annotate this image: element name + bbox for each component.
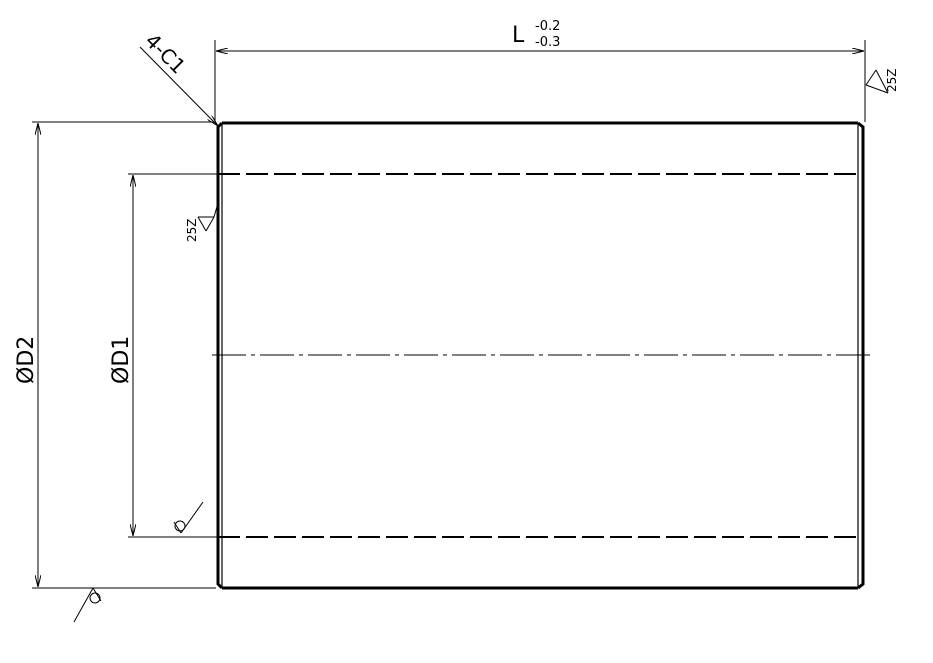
- roughness-value-outer: 25Z: [885, 69, 899, 93]
- removal-prohibited-symbol-outer: [73, 587, 102, 623]
- inner-diameter-label: ØD1: [109, 336, 134, 384]
- roughness-value-inner: 25Z: [185, 219, 199, 243]
- chamfer-note: 4-C1: [140, 29, 190, 79]
- roughness-symbol-end-face: [865, 69, 889, 94]
- length-label: L: [512, 23, 525, 48]
- length-tolerance-lower: -0.3: [535, 35, 560, 50]
- length-dimension: [214, 40, 866, 122]
- outer-diameter-label: ØD2: [14, 336, 39, 384]
- chamfer-leader: [139, 46, 218, 126]
- inner-diameter-dimension: [128, 173, 217, 538]
- length-tolerance-upper: -0.2: [535, 19, 560, 34]
- outer-diameter-dimension: [32, 121, 216, 589]
- hidden-bore-lines: [218, 173, 863, 538]
- roughness-symbol-bore: [197, 202, 219, 232]
- removal-prohibited-symbol-bore: [173, 501, 204, 534]
